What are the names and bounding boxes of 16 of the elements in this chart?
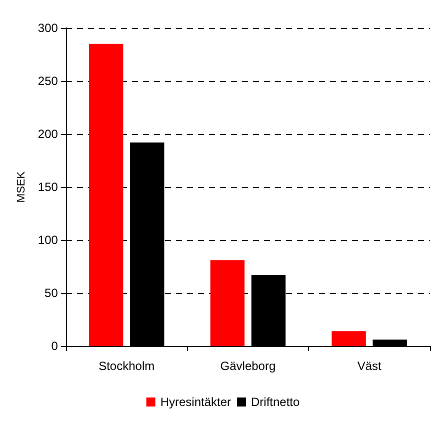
y-tick-label: 100 xyxy=(38,233,58,247)
bar xyxy=(210,260,245,346)
x-tick-label: Stockholm xyxy=(98,359,155,373)
y-axis-title: MSEK xyxy=(16,170,28,203)
y-tick-label: 300 xyxy=(38,21,58,35)
y-tick-label: 200 xyxy=(38,127,58,141)
y-tick-label: 50 xyxy=(44,286,58,300)
bar xyxy=(88,44,124,346)
x-tick-label: Gävleborg xyxy=(220,359,276,373)
x-tick-label: Väst xyxy=(357,359,382,373)
bar xyxy=(332,331,366,346)
y-tick-label: 250 xyxy=(38,74,58,88)
y-tick-label: 0 xyxy=(51,339,58,353)
legend-label: Hyresintäkter xyxy=(160,395,232,409)
y-tick-label: 150 xyxy=(38,180,58,194)
legend-label: Driftnetto xyxy=(251,395,300,409)
